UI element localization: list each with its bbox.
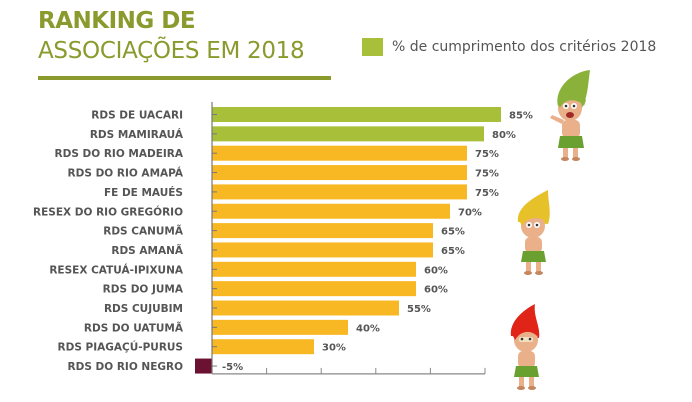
value-label: 65% [441, 246, 465, 257]
category-label: RDS DO UATUMÃ [84, 321, 184, 334]
bars-layer: RDS DE UACARI 85% RDS MAMIRAUÁ 80% RDS DO RI… [33, 107, 533, 374]
value-label: 75% [475, 169, 499, 180]
value-label: 75% [475, 149, 499, 160]
bar-11 [212, 300, 399, 316]
category-label: RESEX DO RIO GREGÓRIO [33, 205, 183, 218]
category-label: RDS MAMIRAUÁ [90, 128, 184, 141]
bar-6 [212, 203, 450, 219]
legend-label: % de cumprimento dos critérios 2018 [392, 39, 657, 55]
value-label: 60% [424, 265, 448, 276]
chart-title: RANKING DE [38, 8, 196, 34]
legend: % de cumprimento dos critérios 2018 [362, 38, 656, 56]
green-haired-character-icon [550, 70, 590, 161]
value-label: 40% [356, 323, 380, 334]
bar-14 [195, 358, 212, 374]
value-label: 65% [441, 227, 465, 238]
bar-10 [212, 281, 416, 297]
category-label: RDS DO JUMA [103, 284, 184, 296]
bar-8 [212, 242, 433, 258]
bar-3 [212, 145, 467, 161]
bar-1 [212, 107, 501, 122]
bar-12 [212, 319, 348, 335]
category-label: RDS DO RIO NEGRO [68, 361, 184, 373]
value-label: 55% [407, 304, 431, 315]
category-label: RDS CUJUBIM [104, 303, 183, 315]
category-label: RDS DO RIO MADEIRA [55, 148, 184, 160]
category-label: RDS DO RIO AMAPÁ [68, 167, 184, 180]
bar-2 [212, 126, 484, 142]
value-label: 70% [458, 207, 482, 218]
title-underline [38, 76, 331, 80]
category-label: RDS AMANÃ [111, 244, 184, 257]
chart-subtitle: ASSOCIAÇÕES EM 2018 [38, 38, 305, 64]
bar-9 [212, 261, 416, 277]
bar-7 [212, 223, 433, 239]
bar-5 [212, 184, 467, 200]
red-haired-character-icon [510, 304, 540, 390]
value-label: 75% [475, 188, 499, 199]
category-label: RDS PIAGAÇÚ-PURUS [58, 341, 183, 354]
value-label: 60% [424, 285, 448, 296]
value-label: -5% [222, 362, 243, 373]
value-label: 80% [492, 130, 516, 141]
bar-13 [212, 339, 314, 355]
axis-layer [211, 102, 486, 375]
category-label: RDS DE UACARI [91, 110, 183, 122]
category-label: RESEX CATUÁ-IPIXUNA [49, 263, 184, 276]
legend-swatch [362, 38, 383, 56]
category-label: FE DE MAUÉS [104, 186, 183, 199]
value-label: 85% [509, 111, 533, 122]
value-label: 30% [322, 343, 346, 354]
yellow-haired-character-icon [517, 190, 550, 275]
bar-4 [212, 165, 467, 181]
category-label: RDS CANUMÃ [103, 225, 184, 238]
